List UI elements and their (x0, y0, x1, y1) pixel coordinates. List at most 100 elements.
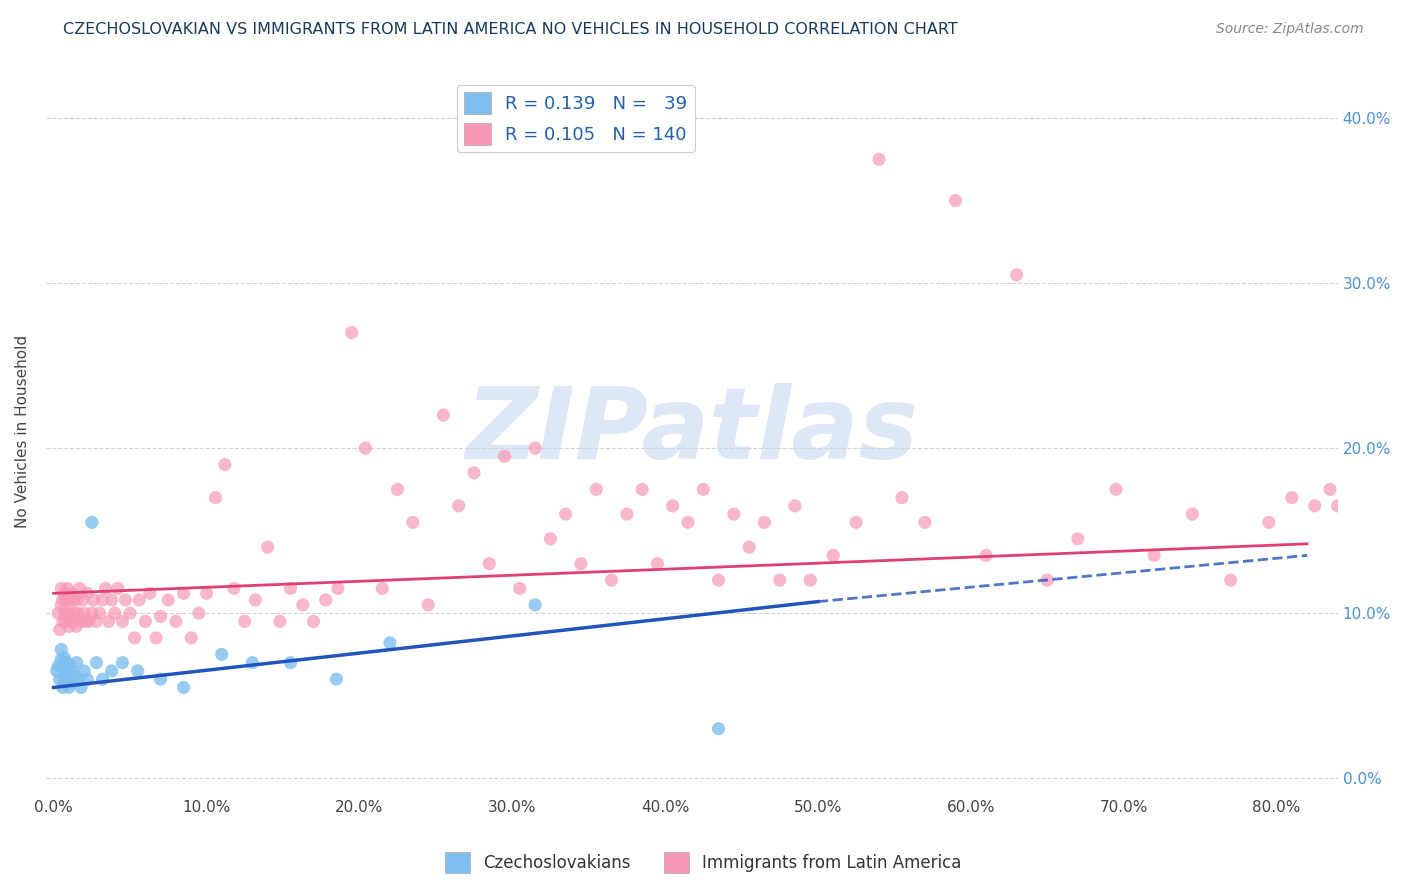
Point (107, 582, 129, 596)
Point (53, 672, 76, 686)
Point (128, 593, 150, 607)
Point (67, 672, 90, 686)
Point (1281, 491, 1303, 505)
Point (799, 573, 821, 587)
Point (723, 507, 745, 521)
Point (823, 549, 845, 563)
Point (58, 681, 80, 695)
Point (77, 615, 100, 629)
Point (1005, 268, 1028, 282)
Point (676, 516, 699, 530)
Point (65, 593, 87, 607)
Point (554, 507, 576, 521)
Point (60, 609, 83, 624)
Point (73, 606, 96, 620)
Point (46, 606, 69, 620)
Point (291, 598, 314, 612)
Point (55, 615, 77, 629)
Point (52, 593, 75, 607)
Point (55, 675, 77, 690)
Point (82, 593, 104, 607)
Point (53, 606, 76, 620)
Point (60, 586, 83, 600)
Point (56, 669, 79, 683)
Point (69, 582, 91, 596)
Point (58, 659, 80, 673)
Point (59, 672, 82, 686)
Point (63, 606, 86, 620)
Legend: R = 0.139   N =   39, R = 0.105   N = 140: R = 0.139 N = 39, R = 0.105 N = 140 (457, 85, 695, 153)
Point (111, 656, 134, 670)
Point (173, 586, 195, 600)
Point (256, 540, 278, 554)
Point (325, 672, 347, 686)
Point (204, 491, 226, 505)
Point (509, 582, 531, 596)
Point (661, 499, 683, 513)
Point (1319, 483, 1341, 497)
Point (340, 326, 363, 340)
Point (56, 582, 79, 596)
Point (73, 664, 96, 678)
Point (111, 615, 134, 629)
Point (302, 615, 325, 629)
Point (1303, 499, 1326, 513)
Point (1181, 507, 1204, 521)
Point (783, 499, 806, 513)
Point (447, 499, 470, 513)
Point (378, 636, 401, 650)
Y-axis label: No Vehicles in Household: No Vehicles in Household (15, 335, 30, 528)
Point (180, 631, 202, 645)
Point (58, 619, 80, 633)
Text: Source: ZipAtlas.com: Source: ZipAtlas.com (1216, 22, 1364, 37)
Point (280, 656, 302, 670)
Point (1365, 483, 1388, 497)
Point (585, 483, 607, 497)
Point (76, 586, 98, 600)
Point (845, 516, 868, 530)
Point (80, 516, 103, 530)
Point (222, 582, 245, 596)
Point (72, 593, 94, 607)
Point (51, 642, 73, 657)
Point (195, 586, 218, 600)
Point (55, 593, 77, 607)
Point (94, 582, 117, 596)
Point (56, 606, 79, 620)
Point (280, 582, 302, 596)
Point (269, 615, 291, 629)
Point (51, 598, 73, 612)
Point (67, 606, 90, 620)
Point (104, 606, 127, 620)
Point (538, 532, 561, 546)
Point (48, 623, 70, 637)
Point (127, 664, 149, 678)
Point (1036, 573, 1059, 587)
Point (600, 573, 623, 587)
Point (51, 652, 73, 666)
Point (478, 557, 501, 571)
Point (1372, 499, 1395, 513)
Point (315, 593, 337, 607)
Point (1257, 516, 1279, 530)
Point (1143, 549, 1166, 563)
Point (187, 606, 209, 620)
Point (240, 656, 263, 670)
Point (52, 615, 75, 629)
Point (139, 586, 162, 600)
Point (62, 593, 84, 607)
Text: ZIPatlas: ZIPatlas (465, 383, 918, 480)
Point (1388, 499, 1406, 513)
Point (65, 656, 87, 670)
Point (118, 606, 141, 620)
Point (463, 466, 485, 480)
Point (59, 590, 82, 604)
Point (524, 441, 547, 455)
Point (62, 675, 84, 690)
Point (51, 582, 73, 596)
Point (173, 681, 195, 695)
Point (59, 615, 82, 629)
Point (1379, 483, 1402, 497)
Point (868, 153, 890, 167)
Point (46, 659, 69, 673)
